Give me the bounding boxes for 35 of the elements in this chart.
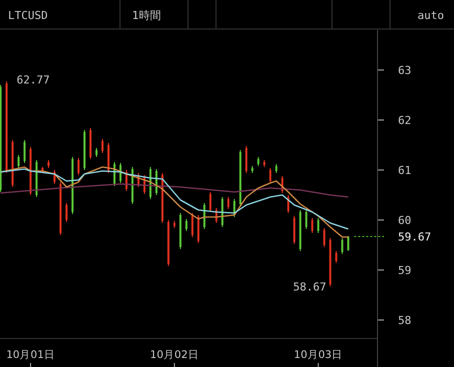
candlestick [293,216,296,244]
y-tick-label: 62 [398,114,412,127]
text: auto [418,9,444,22]
candlestick [311,218,314,234]
candlestick [245,146,248,174]
candlestick [269,168,272,184]
candlestick [209,192,212,212]
annotation: 58.67 [293,280,326,294]
candlestick [66,202,68,222]
candlestick [323,228,326,248]
y-tick-label: 58 [398,314,412,327]
y-tick-label: 59 [398,264,412,277]
annotation: 62.77 [16,74,50,86]
y-tick-label: 60 [398,214,412,227]
candlestick [347,236,350,252]
candlestick [24,140,26,164]
candlestick [197,214,200,244]
x-tick-label: 10月01日 [6,349,55,361]
y-tick-label: 63 [398,64,412,77]
candlestick [317,218,320,234]
ref-line-label: 59.67 [398,230,432,244]
candlestick [101,138,104,154]
candlestick [335,250,338,264]
x-tick-label: 10月02日 [150,349,199,361]
candlestick [185,218,188,232]
y-tick-label: 61 [398,164,412,177]
candlestick [341,238,344,254]
candlestick [78,158,80,176]
chart-subtitle: 1時間 [132,9,161,22]
candlestick [227,196,230,210]
chart-title: LTCUSD [8,9,48,22]
x-tick-label: 10月03日 [294,349,343,361]
candlestick [191,212,194,238]
candlestick [18,154,20,168]
candlestick [305,210,308,230]
